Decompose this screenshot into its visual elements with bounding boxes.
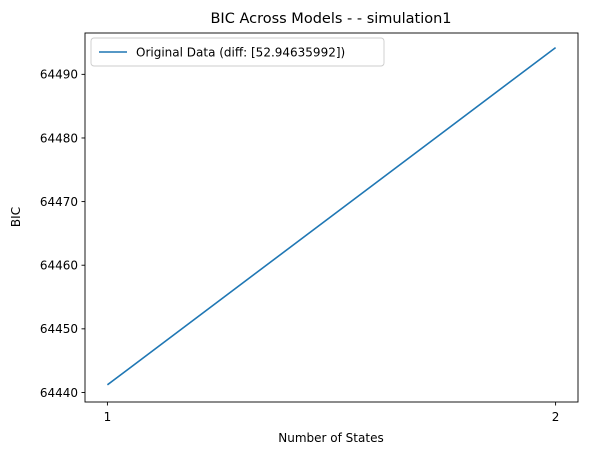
- series-line-0: [106, 46, 557, 386]
- y-tick-labels: 64440 64450 64460 64470 64480 64490: [40, 68, 78, 400]
- legend-box: [90, 37, 385, 67]
- axis-ticks: [81, 73, 557, 406]
- y-tick-label: 64460: [40, 259, 78, 273]
- y-tick-label: 64450: [40, 322, 78, 336]
- y-axis-label: BIC: [9, 207, 23, 227]
- x-tick-label: 2: [552, 410, 560, 424]
- y-tick-label: 64440: [40, 386, 78, 400]
- y-tick-label: 64470: [40, 195, 78, 209]
- plot-frame: [84, 32, 579, 403]
- legend: Original Data (diff: [52.94635992]): [90, 37, 385, 67]
- x-tick-label: 1: [104, 410, 112, 424]
- y-tick-label: 64480: [40, 131, 78, 145]
- x-axis-label: Number of States: [278, 431, 383, 445]
- plot-lines: [106, 46, 557, 386]
- y-tick-label: 64490: [40, 68, 78, 82]
- legend-entry-label: Original Data (diff: [52.94635992]): [136, 46, 345, 60]
- chart-title: BIC Across Models - - simulation1: [210, 11, 451, 27]
